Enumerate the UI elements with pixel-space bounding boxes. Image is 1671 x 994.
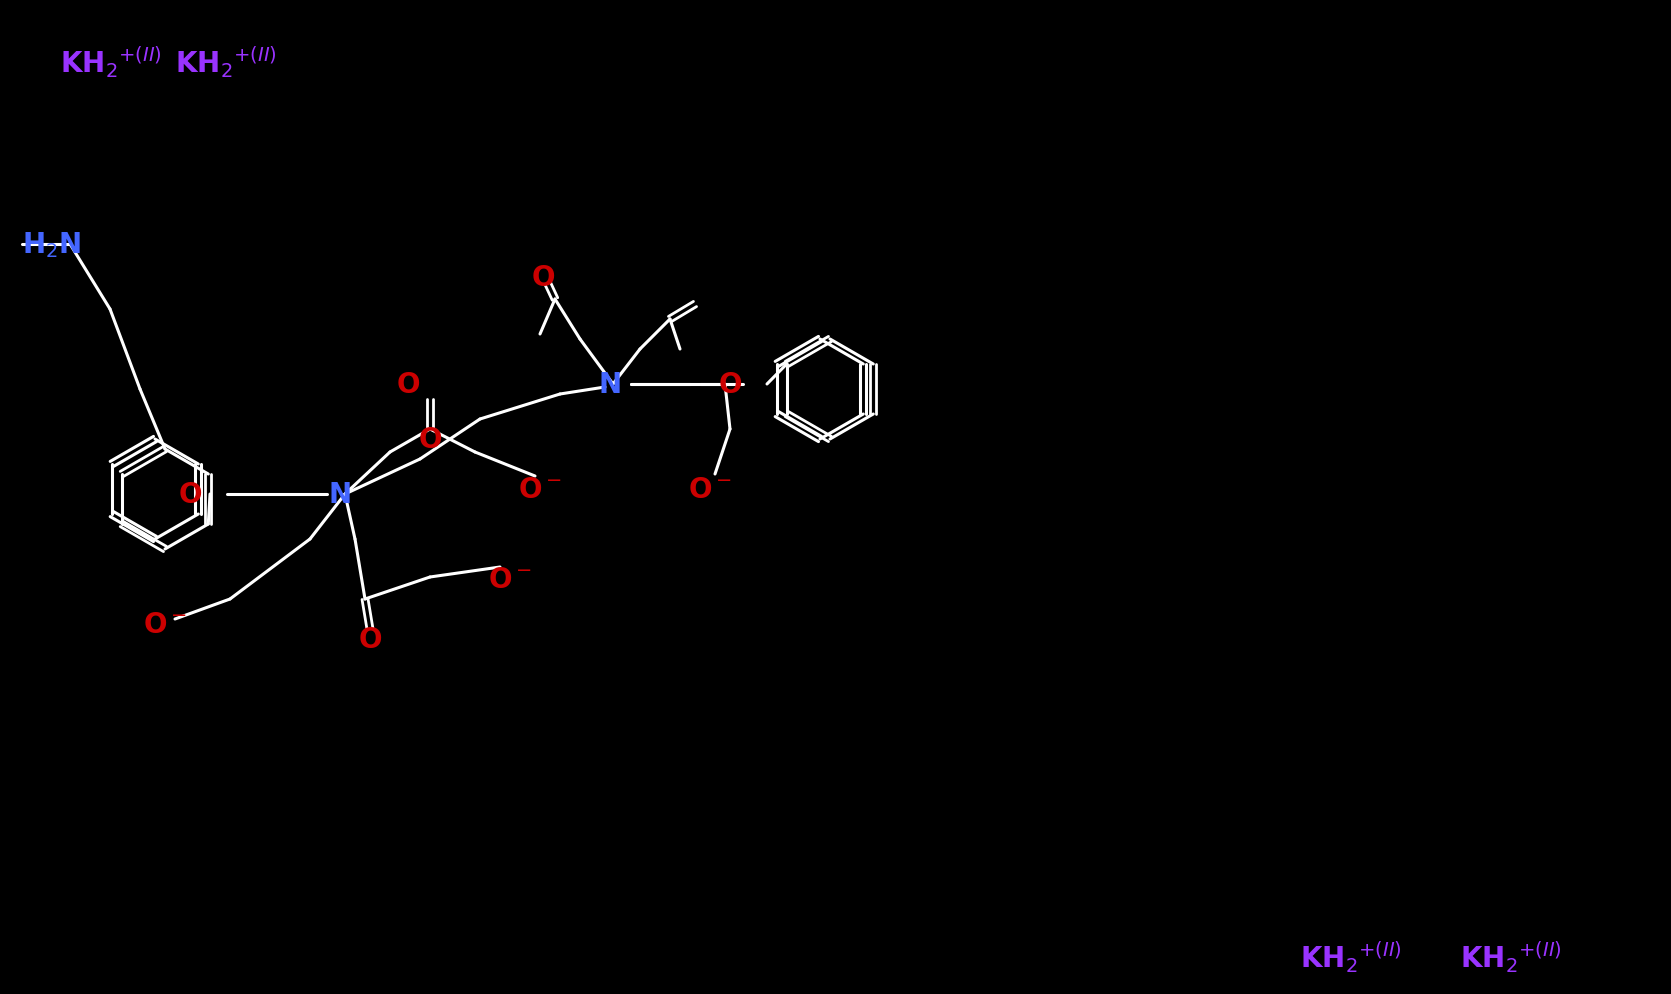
Text: KH$_2$$^{+(II)}$: KH$_2$$^{+(II)}$: [1460, 939, 1562, 974]
Text: O: O: [418, 425, 441, 453]
Text: O: O: [179, 480, 202, 509]
Text: N: N: [329, 480, 351, 509]
Text: KH$_2$$^{+(II)}$: KH$_2$$^{+(II)}$: [1300, 939, 1402, 974]
Text: O: O: [719, 371, 742, 399]
Text: O$^-$: O$^-$: [144, 610, 187, 638]
Text: O$^-$: O$^-$: [688, 475, 732, 504]
Text: O: O: [396, 371, 419, 399]
Text: O$^-$: O$^-$: [518, 475, 561, 504]
Text: N: N: [598, 371, 622, 399]
Text: KH$_2$$^{+(II)}$: KH$_2$$^{+(II)}$: [175, 45, 277, 81]
Text: O: O: [358, 625, 381, 653]
Text: H$_2$N: H$_2$N: [22, 230, 82, 259]
Text: KH$_2$$^{+(II)}$: KH$_2$$^{+(II)}$: [60, 45, 162, 81]
Text: O: O: [531, 263, 555, 291]
Text: O$^-$: O$^-$: [488, 566, 531, 593]
